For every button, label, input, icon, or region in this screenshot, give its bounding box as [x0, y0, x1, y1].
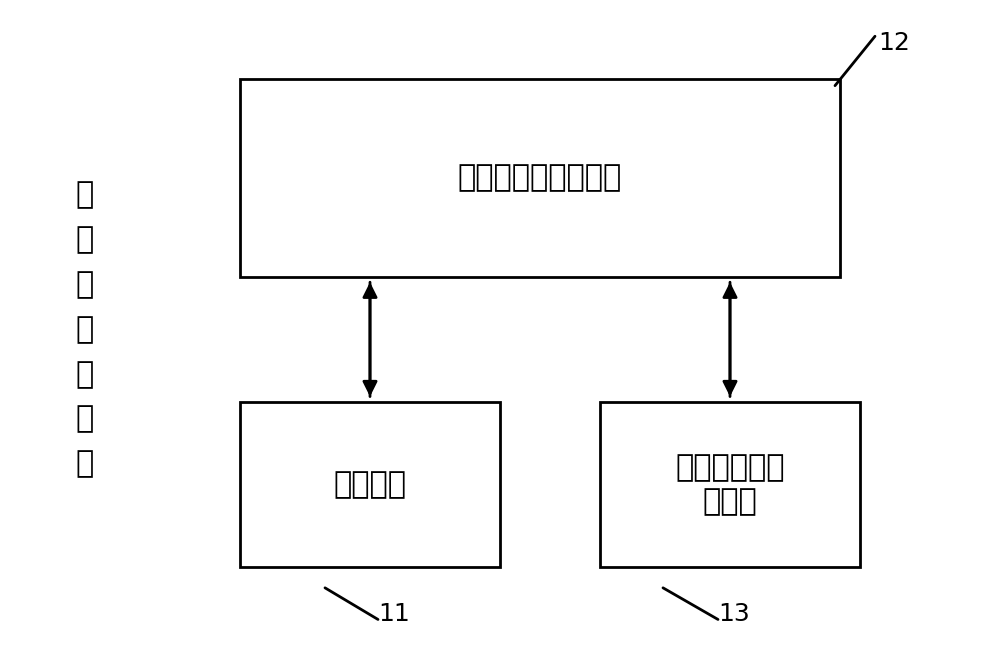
Text: 11: 11: [378, 602, 410, 626]
Bar: [600, 402, 860, 567]
Bar: [240, 79, 840, 277]
Bar: [240, 402, 500, 567]
Text: 传: 传: [76, 360, 94, 389]
Text: 器: 器: [76, 449, 94, 478]
Text: 源: 源: [76, 225, 94, 254]
Text: 无: 无: [76, 270, 94, 299]
Text: 12: 12: [878, 31, 910, 55]
Text: 信号收发及处理模块: 信号收发及处理模块: [458, 163, 622, 192]
Text: 无: 无: [76, 181, 94, 210]
Text: 线: 线: [76, 315, 94, 344]
Text: 收发天线: 收发天线: [334, 470, 406, 499]
Text: 温度检测及处
理模块: 温度检测及处 理模块: [675, 453, 785, 515]
Text: 13: 13: [718, 602, 750, 626]
Text: 感: 感: [76, 405, 94, 434]
